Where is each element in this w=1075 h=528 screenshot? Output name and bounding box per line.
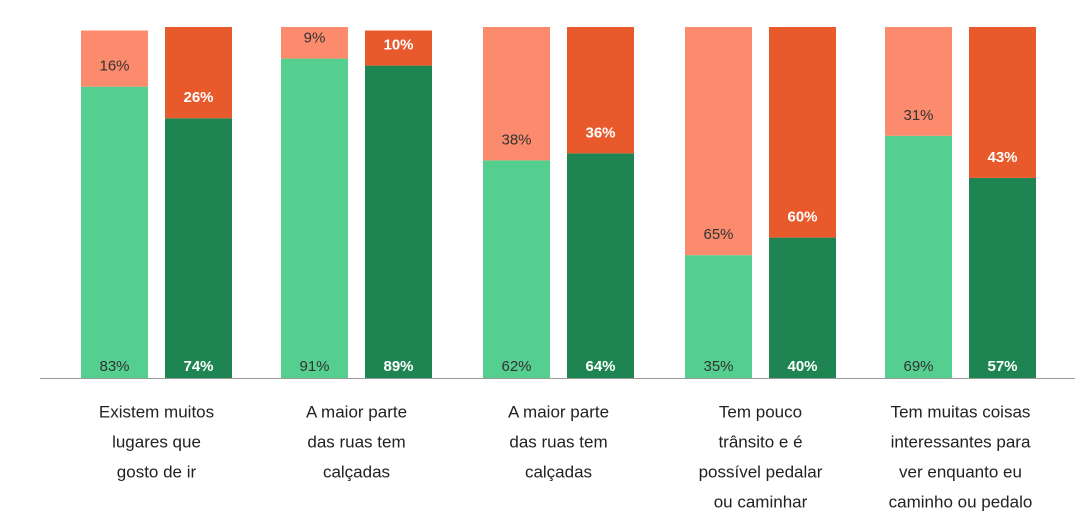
value-label: 31% [903,107,933,124]
category-label: lugares que [112,432,201,451]
value-label: 62% [501,358,531,375]
value-label: 69% [903,358,933,375]
bar-segment [281,58,348,379]
category-label: ver enquanto eu [899,462,1022,481]
value-label: 74% [183,358,213,375]
bar-segment [281,27,348,59]
category-label: A maior parte [508,402,609,421]
value-label: 60% [787,209,817,226]
bar-segment [769,27,836,238]
bar-segment [769,237,836,378]
bar-segment [165,118,232,378]
category-label: Tem pouco [719,402,802,421]
value-label: 43% [987,149,1017,166]
value-label: 64% [585,358,615,375]
value-label: 9% [304,30,326,47]
bar-segment [685,27,752,256]
bar-segment [969,177,1036,378]
category-label: ou caminhar [714,492,808,511]
value-label: 38% [501,131,531,148]
value-label: 89% [383,358,413,375]
category-label: interessantes para [891,432,1031,451]
bar-segment [885,135,952,378]
bar-segment [81,86,148,379]
value-label: 83% [99,358,129,375]
category-label: trânsito e é [718,432,802,451]
bar-segment [483,160,550,378]
value-label: 57% [987,358,1017,375]
value-label: 91% [299,358,329,375]
bar-segment [885,27,952,136]
category-label: possível pedalar [699,462,823,481]
bar-segment [483,27,550,161]
bar-segment [567,27,634,154]
bar-segment [969,27,1036,178]
bar-segment [81,30,148,87]
category-label: Tem muitas coisas [891,402,1031,421]
value-label: 16% [99,58,129,75]
value-label: 10% [383,37,413,54]
bar-segment [567,153,634,378]
value-label: 26% [183,89,213,106]
category-label: caminho ou pedalo [889,492,1033,511]
category-label: gosto de ir [117,462,197,481]
value-label: 65% [703,226,733,243]
bar-segment [685,255,752,378]
category-label: das ruas tem [307,432,405,451]
category-label: calçadas [525,462,592,481]
category-label: das ruas tem [509,432,607,451]
category-label: A maior parte [306,402,407,421]
bar-segment [165,27,232,119]
value-label: 36% [585,124,615,141]
category-label: calçadas [323,462,390,481]
bar-segment [365,65,432,379]
bar-segment [365,30,432,66]
value-label: 40% [787,358,817,375]
category-label: Existem muitos [99,402,214,421]
value-label: 35% [703,358,733,375]
